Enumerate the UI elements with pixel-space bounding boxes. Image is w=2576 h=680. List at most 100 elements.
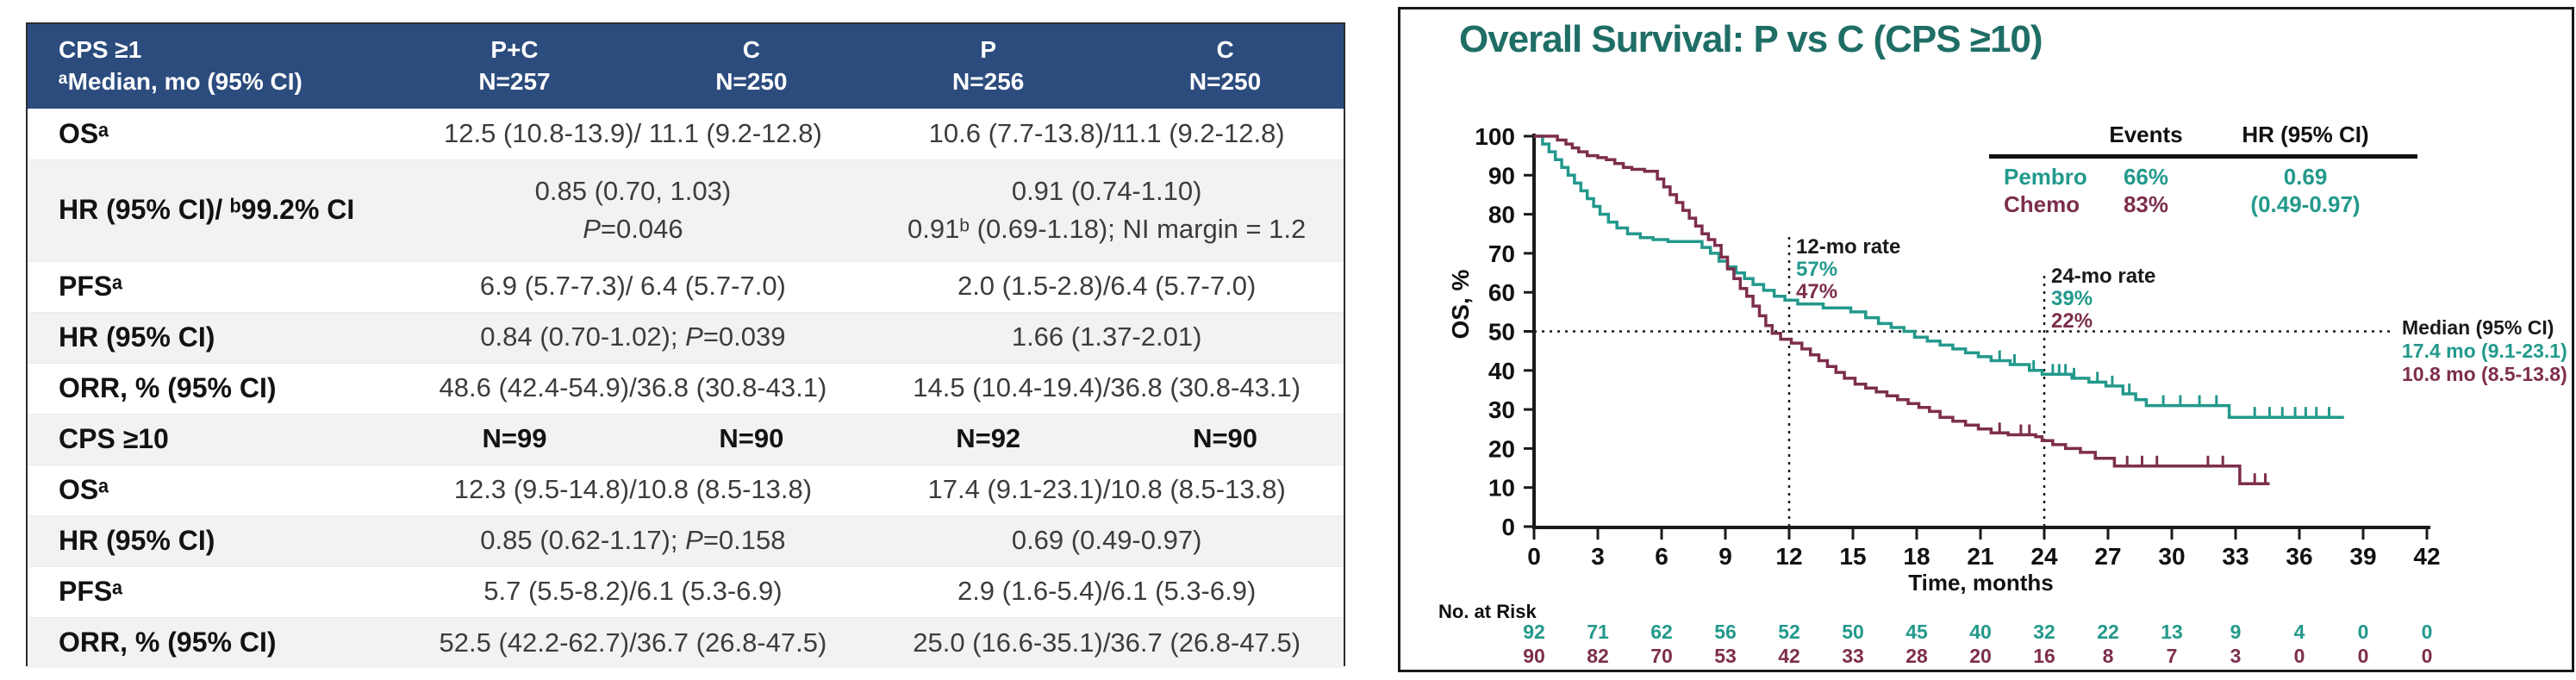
header-row: CPS ≥1 ᵃMedian, mo (95% CI) P+C N=257 C N=250… xyxy=(28,24,1344,109)
x-tick-label: 36 xyxy=(2286,543,2312,570)
column-header-metric: CPS ≥1 ᵃMedian, mo (95% CI) xyxy=(28,24,396,109)
x-tick-label: 21 xyxy=(1967,543,1993,570)
cell-value: 0.85 (0.62-1.17); P=0.158 xyxy=(480,525,786,556)
x-tick-label: 33 xyxy=(2222,543,2249,570)
results-table: CPS ≥1 ᵃMedian, mo (95% CI) P+C N=257 C N=250… xyxy=(28,24,1344,668)
row-label: HR (95% CI) xyxy=(59,321,215,352)
column-header-arm-2: P N=256 xyxy=(870,24,1107,109)
y-tick-label: 70 xyxy=(1488,240,1515,267)
at-risk-value: 90 xyxy=(1523,645,1545,667)
pembro-km-line xyxy=(1534,134,2344,419)
x-tick-label: 12 xyxy=(1775,543,1802,570)
y-tick-label: 80 xyxy=(1488,202,1515,228)
annotation-median-label: Median (95% CI) xyxy=(2402,316,2554,339)
row-label: ORR, % (95% CI) xyxy=(59,371,277,403)
at-risk-value: 4 xyxy=(2294,621,2305,643)
cell-value: 25.0 (16.6-35.1)/36.7 (26.8-47.5) xyxy=(913,627,1301,658)
legend-pembro-events: 66% xyxy=(2123,164,2169,190)
table-row: ORR, % (95% CI) 52.5 (42.2-62.7)/36.7 (26… xyxy=(28,617,1344,668)
cell-value: 14.5 (10.4-19.4)/36.8 (30.8-43.1) xyxy=(913,372,1301,403)
table-header: CPS ≥1 ᵃMedian, mo (95% CI) P+C N=257 C N=250… xyxy=(28,24,1344,109)
at-risk-value: 82 xyxy=(1587,645,1609,667)
x-tick-label: 9 xyxy=(1718,543,1732,570)
at-risk-value: 52 xyxy=(1778,621,1800,643)
table-row: OSᵃ 12.5 (10.8-13.9)/ 11.1 (9.2-12.8) 10.6… xyxy=(28,109,1344,159)
table-row: HR (95% CI)/ ᵇ99.2% CI 0.85 (0.70, 1.03) P… xyxy=(28,159,1344,261)
at-risk-row-pembro: 92 71 62 56 52 50 45 40 32 22 13 9 4 0 0 xyxy=(1523,621,2432,643)
cell-value: 1.66 (1.37-2.01) xyxy=(1011,321,1202,352)
x-tick-label: 39 xyxy=(2349,543,2376,570)
legend-header-events: Events xyxy=(2109,122,2183,147)
row-label: OSᵃ xyxy=(59,117,109,149)
chemo-curve xyxy=(1534,134,2270,485)
km-chart-svg: 0 3 6 9 12 15 18 21 24 27 30 33 36 39 4201020304050607… xyxy=(1475,123,2440,667)
legend-pembro-hr: 0.69 xyxy=(2283,164,2328,190)
y-tick-label: 30 xyxy=(1488,396,1515,423)
cell-value: N=92 xyxy=(956,423,1021,454)
annotation-12mo-label: 12-mo rate xyxy=(1796,235,1901,259)
x-tick-label: 0 xyxy=(1527,543,1541,570)
x-tick-label: 24 xyxy=(2030,543,2058,570)
at-risk-value: 56 xyxy=(1714,621,1737,643)
cell-value: 5.7 (5.5-8.2)/6.1 (5.3-6.9) xyxy=(483,576,783,607)
number-at-risk-label: No. at Risk xyxy=(1438,601,1537,622)
annotation-24mo-pembro: 39% xyxy=(2051,287,2093,310)
at-risk-value: 0 xyxy=(2422,645,2433,667)
at-risk-value: 71 xyxy=(1587,621,1609,643)
results-table-panel: CPS ≥1 ᵃMedian, mo (95% CI) P+C N=257 C N=250… xyxy=(26,22,1345,668)
column-header-arm-1: C N=250 xyxy=(633,24,870,109)
annotation-median-pembro: 17.4 mo (9.1-23.1) xyxy=(2402,340,2567,362)
y-tick-label: 10 xyxy=(1488,475,1515,502)
x-tick-label: 42 xyxy=(2413,543,2440,570)
annotation-median: Median (95% CI) 17.4 mo (9.1-23.1) 10.8 … xyxy=(2402,316,2567,386)
legend-header-hr: HR (95% CI) xyxy=(2242,122,2369,147)
legend-pembro-label: Pembro xyxy=(2004,164,2087,190)
y-tick-label: 20 xyxy=(1488,435,1515,462)
at-risk-value: 0 xyxy=(2358,645,2369,667)
cell-value: 12.3 (9.5-14.8)/10.8 (8.5-13.8) xyxy=(453,474,813,505)
at-risk-value: 28 xyxy=(1905,645,1928,667)
column-header-arm-0: P+C N=257 xyxy=(396,24,633,109)
annotation-24mo-rate: 24-mo rate 39% 22% xyxy=(2051,265,2155,333)
table-row: PFSᵃ 6.9 (5.7-7.3)/ 6.4 (5.7-7.0) 2.0 (1.5… xyxy=(28,261,1344,312)
chemo-km-line xyxy=(1534,134,2270,485)
at-risk-value: 70 xyxy=(1650,645,1673,667)
at-risk-value: 8 xyxy=(2103,645,2114,667)
at-risk-row-chemo: 90 82 70 53 42 33 28 20 16 8 7 3 0 0 0 xyxy=(1523,645,2432,667)
y-tick-label: 60 xyxy=(1488,279,1515,306)
table-row: OSᵃ 12.3 (9.5-14.8)/10.8 (8.5-13.8) 17.4 (… xyxy=(28,465,1344,515)
cell-value: 0.91 (0.74-1.10) 0.91ᵇ (0.69-1.18); NI ma… xyxy=(907,175,1307,244)
annotation-24mo-label: 24-mo rate xyxy=(2051,265,2156,288)
row-label: OSᵃ xyxy=(59,473,109,505)
table-row: PFSᵃ 5.7 (5.5-8.2)/6.1 (5.3-6.9) 2.9 (1.6-… xyxy=(28,566,1344,617)
table-row: ORR, % (95% CI) 48.6 (42.4-54.9)/36.8 (30… xyxy=(28,363,1344,414)
km-chart-panel: 0 3 6 9 12 15 18 21 24 27 30 33 36 39 42 0 10 20 30 40 50 60 7… xyxy=(1398,7,2574,672)
y-tick-label: 90 xyxy=(1488,162,1515,189)
x-tick-label: 18 xyxy=(1903,543,1930,570)
cell-value: 2.0 (1.5-2.8)/6.4 (5.7-7.0) xyxy=(957,271,1257,302)
at-risk-value: 62 xyxy=(1650,621,1673,643)
x-tick-label: 15 xyxy=(1839,543,1866,570)
annotation-12mo-chemo: 47% xyxy=(1796,280,1838,303)
at-risk-value: 0 xyxy=(2358,621,2369,643)
x-tick-label: 30 xyxy=(2158,543,2185,570)
cell-value: 10.6 (7.7-13.8)/11.1 (9.2-12.8) xyxy=(928,118,1285,149)
at-risk-value: 0 xyxy=(2422,621,2433,643)
at-risk-value: 13 xyxy=(2161,621,2183,643)
at-risk-value: 20 xyxy=(1969,645,1992,667)
pembro-curve xyxy=(1534,134,2344,419)
cell-value: 12.5 (10.8-13.9)/ 11.1 (9.2-12.8) xyxy=(443,118,822,149)
at-risk-value: 16 xyxy=(2033,645,2055,667)
y-tick-label: 50 xyxy=(1488,319,1515,346)
annotation-median-chemo: 10.8 mo (8.5-13.8) xyxy=(2402,363,2567,385)
row-label: PFSᵃ xyxy=(59,270,123,302)
at-risk-value: 9 xyxy=(2230,621,2242,643)
cell-value: N=90 xyxy=(1193,423,1258,454)
at-risk-value: 40 xyxy=(1969,621,1992,643)
at-risk-value: 7 xyxy=(2167,645,2178,667)
cell-value: 2.9 (1.6-5.4)/6.1 (5.3-6.9) xyxy=(957,576,1257,607)
cell-value: 0.85 (0.70, 1.03) P=0.046 xyxy=(534,175,732,244)
at-risk-value: 33 xyxy=(1842,645,1864,667)
at-risk-value: 45 xyxy=(1905,621,1928,643)
